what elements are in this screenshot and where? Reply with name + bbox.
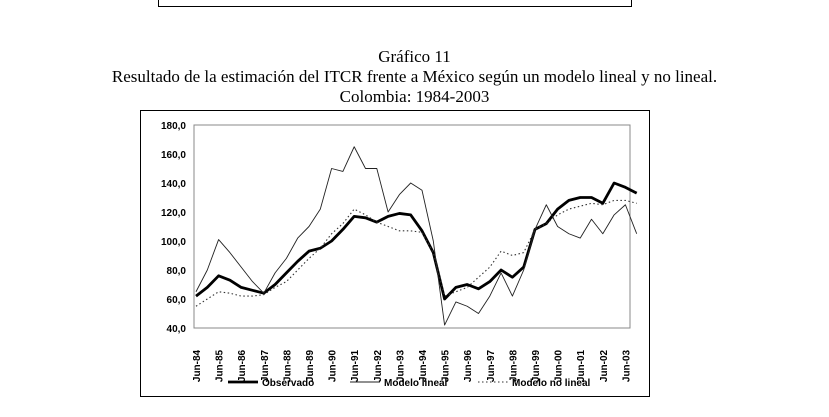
x-tick-label: Jun-87	[260, 349, 271, 382]
y-tick-label: 140,0	[161, 179, 186, 190]
x-tick-label: Jun-02	[599, 349, 610, 382]
chart-frame	[140, 110, 650, 397]
series-line-modelo-no-lineal	[195, 199, 637, 307]
x-tick-label: Jun-99	[531, 349, 542, 382]
y-tick-label: 180,0	[161, 121, 186, 132]
x-tick-label: Jun-91	[350, 349, 361, 382]
x-tick-label: Jun-94	[418, 349, 429, 382]
legend-label: Modelo lineal	[384, 378, 448, 389]
x-tick-label: Jun-86	[237, 349, 248, 382]
x-tick-label: Jun-85	[215, 349, 226, 382]
y-tick-label: 40,0	[167, 324, 187, 335]
x-tick-label: Jun-96	[463, 349, 474, 382]
y-tick-label: 60,0	[167, 295, 187, 306]
x-tick-label: Jun-97	[486, 349, 497, 382]
legend-label: Observado	[262, 378, 314, 389]
chart-subtitle: Colombia: 1984-2003	[339, 87, 490, 106]
x-tick-label: Jun-01	[576, 349, 587, 382]
x-tick-label: Jun-92	[373, 349, 384, 382]
x-tick-label: Jun-89	[305, 349, 316, 382]
figure-label: Gráfico 11	[378, 47, 451, 66]
x-tick-label: Jun-03	[621, 349, 632, 382]
previous-figure-box	[158, 0, 632, 7]
x-tick-label: Jun-84	[192, 349, 203, 382]
series-line-observado	[195, 181, 638, 301]
x-tick-label: Jun-90	[328, 349, 339, 382]
x-tick-label: Jun-98	[508, 349, 519, 382]
series-line-modelo-lineal	[195, 146, 638, 326]
y-tick-label: 100,0	[161, 237, 186, 248]
y-tick-label: 120,0	[161, 208, 186, 219]
plot-area	[193, 124, 631, 329]
x-tick-label: Jun-00	[554, 349, 565, 382]
legend-label: Modelo no lineal	[512, 378, 591, 389]
x-tick-label: Jun-88	[282, 349, 293, 382]
x-tick-label: Jun-95	[441, 349, 452, 382]
chart-title: Resultado de la estimación del ITCR fren…	[111, 67, 718, 86]
y-tick-label: 80,0	[167, 266, 187, 277]
x-tick-label: Jun-93	[395, 349, 406, 382]
y-tick-label: 160,0	[161, 150, 186, 161]
